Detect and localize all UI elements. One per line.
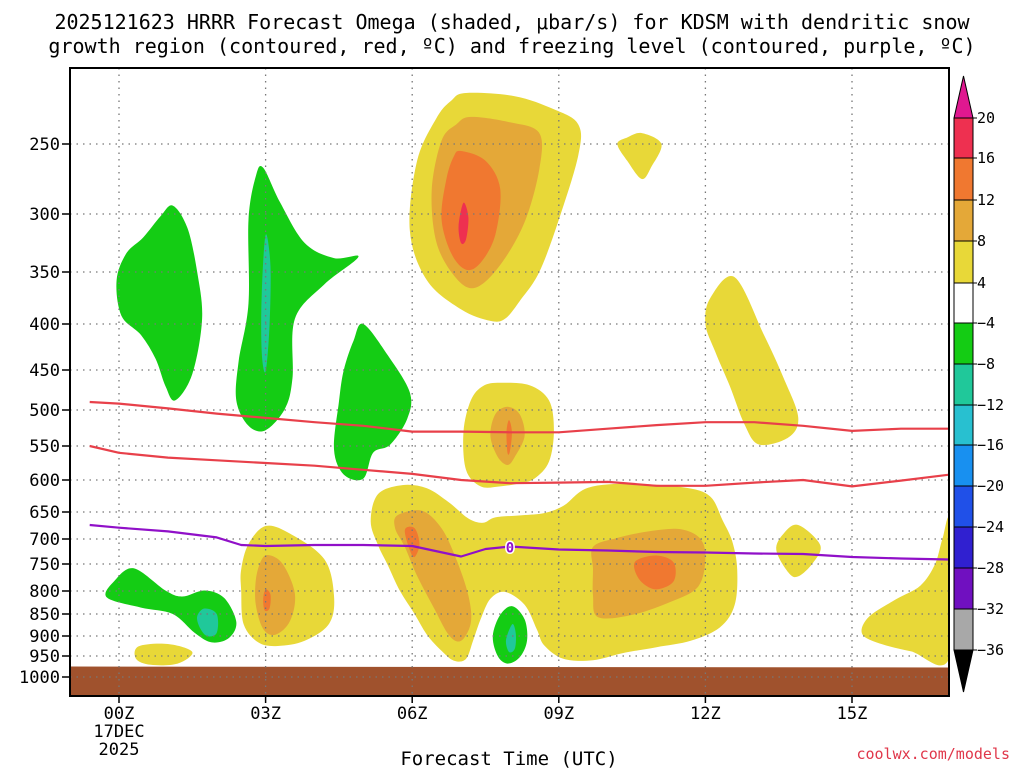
y-tick-label-350: 350 (29, 263, 60, 283)
colorbar-swatch (953, 363, 974, 406)
colorbar-label: −8 (977, 355, 995, 373)
colorbar-label: −36 (977, 641, 1004, 659)
y-tick-label-400: 400 (29, 315, 60, 335)
omega-region-lift-low-11z-core12 (633, 555, 676, 590)
contour-line-dgz-lower (89, 444, 949, 488)
y-tick-label-950: 950 (29, 647, 60, 667)
x-tick-sublabel: 2025 (99, 740, 140, 760)
colorbar-swatch (953, 608, 974, 651)
omega-region-sink-05z (333, 323, 412, 481)
ground-layer (70, 666, 949, 696)
x-axis-title: Forecast Time (UTC) (400, 748, 617, 768)
omega-region-lift-upper-core12 (441, 150, 501, 271)
y-tick-label-800: 800 (29, 582, 60, 602)
colorbar-label: 16 (977, 149, 995, 167)
y-tick-label-450: 450 (29, 361, 60, 381)
omega-region-sink-08z-core8 (505, 623, 516, 653)
colorbar-label: −12 (977, 396, 1004, 414)
contour-line-freezing-level (89, 523, 949, 561)
colorbar-label: 4 (977, 274, 986, 292)
omega-regions (105, 92, 949, 666)
x-tick-label-03Z: 03Z (250, 704, 281, 724)
x-tick-label-12Z: 12Z (690, 704, 721, 724)
y-tick-label-650: 650 (29, 503, 60, 523)
omega-region-lift-mid-500-core12 (506, 420, 512, 455)
omega-region-lift-03z-core12 (263, 589, 271, 612)
omega-region-lift-small-250 (617, 132, 662, 180)
colorbar-label: −32 (977, 600, 1004, 618)
colorbar-swatch (953, 117, 974, 159)
colorbar-swatch (953, 199, 974, 242)
y-tick-label-750: 750 (29, 555, 60, 575)
colorbar-swatch (953, 240, 974, 284)
y-tick-label-900: 900 (29, 627, 60, 647)
omega-region-sink-00z (116, 205, 203, 401)
y-tick-label-700: 700 (29, 530, 60, 550)
colorbar-swatch (953, 282, 974, 324)
omega-region-sink-00z-low-core8 (196, 608, 219, 637)
ground-surface (70, 666, 949, 696)
plot-frame (69, 67, 950, 697)
y-tick-label-300: 300 (29, 205, 60, 225)
colorbar-label: −4 (977, 314, 995, 332)
omega-region-lift-00z-small (134, 643, 193, 666)
colorbar-label: −24 (977, 518, 1004, 536)
chart-title-line-1: 2025121623 HRRR Forecast Omega (shaded, … (54, 10, 970, 34)
omega-region-lift-upper-core16 (458, 202, 469, 245)
colorbar-top-arrow (953, 75, 974, 119)
colorbar-swatch (953, 444, 974, 487)
colorbar-label: −16 (977, 436, 1004, 454)
omega-region-lift-low-6z-core12 (404, 526, 420, 558)
grid (70, 68, 949, 696)
plot-area: 0 (70, 68, 949, 696)
colorbar-swatch (953, 526, 974, 569)
colorbar-label: 12 (977, 191, 995, 209)
colorbar-swatch (953, 157, 974, 201)
colorbar: 20 16 12 8 4 −4 −8 −12 −16 −20 −24 −28 −32 −36 (953, 75, 1004, 693)
chart-title-line-2: growth region (contoured, red, ºC) and f… (48, 34, 975, 58)
colorbar-label: 20 (977, 109, 995, 127)
colorbar-swatch (953, 404, 974, 446)
x-tick-label-15Z: 15Z (837, 704, 868, 724)
credit-text: coolwx.com/models (856, 745, 1010, 763)
colorbar-bottom-arrow (953, 649, 974, 693)
colorbar-label: −28 (977, 559, 1004, 577)
freezing-level-label: 0 (506, 541, 514, 557)
y-tick-label-250: 250 (29, 135, 60, 155)
omega-region-lift-right-400 (705, 275, 799, 446)
contour-lines: 0 (89, 400, 949, 561)
y-tick-label-600: 600 (29, 471, 60, 491)
x-tick-sublabel: 17DEC (93, 722, 144, 742)
x-tick-label-09Z: 09Z (543, 704, 574, 724)
x-tick-label-06Z: 06Z (397, 704, 428, 724)
y-axis-ticks: 2503003504004505005506006507007508008509… (19, 135, 70, 688)
x-tick-label-00Z: 00Z (104, 704, 135, 724)
y-tick-label-500: 500 (29, 401, 60, 421)
y-tick-label-850: 850 (29, 605, 60, 625)
colorbar-swatch (953, 322, 974, 365)
colorbar-swatch (953, 567, 974, 610)
omega-region-lift-right-edge (861, 517, 949, 666)
colorbar-swatch (953, 485, 974, 528)
y-tick-label-550: 550 (29, 437, 60, 457)
omega-region-lift-13z-small (776, 524, 821, 578)
colorbar-label: 8 (977, 232, 986, 250)
y-tick-label-1000: 1000 (19, 668, 60, 688)
contour-line-dgz-upper (89, 400, 949, 434)
colorbar-label: −20 (977, 477, 1004, 495)
